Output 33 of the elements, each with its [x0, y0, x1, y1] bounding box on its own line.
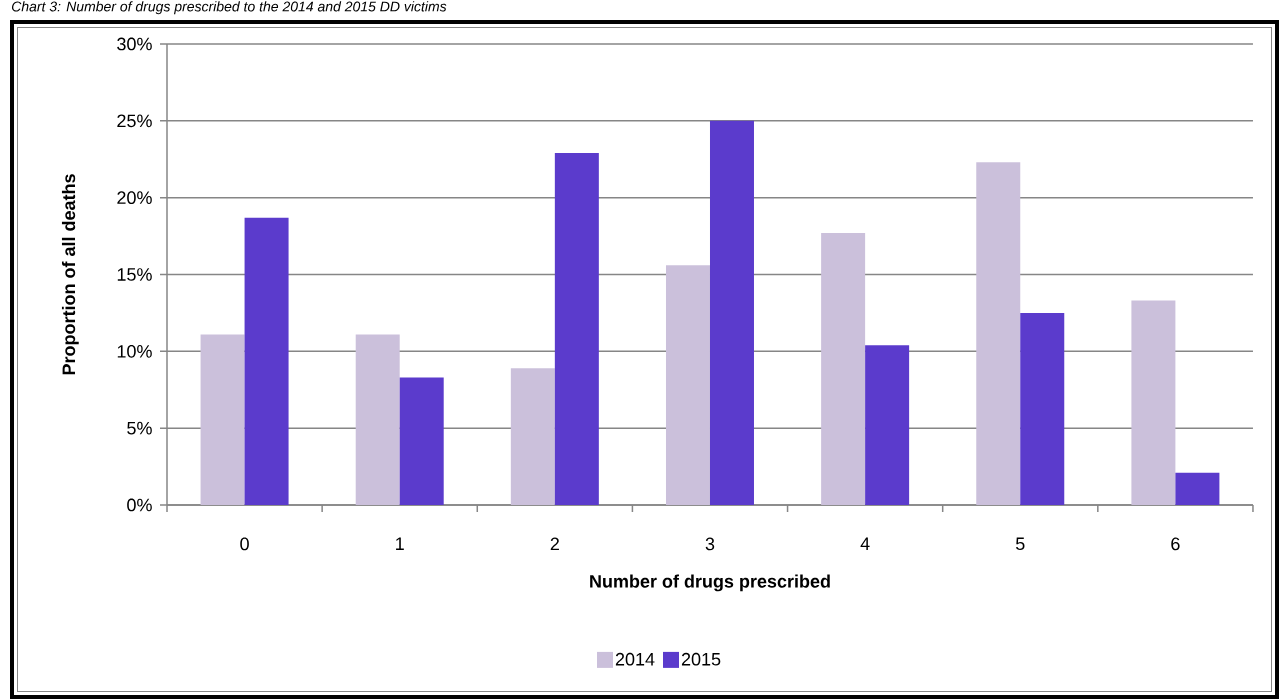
bar: [1131, 300, 1176, 505]
bar: [865, 345, 910, 505]
bar: [554, 153, 599, 505]
x-tick-label: 5: [1015, 537, 1025, 551]
bar: [510, 368, 555, 505]
y-axis-title: Proportion of all deaths: [61, 174, 79, 375]
bar: [200, 334, 245, 505]
bar: [355, 334, 400, 505]
y-tick-label: 10%: [117, 344, 152, 358]
y-tick-label: 5%: [127, 421, 152, 435]
bar: [1175, 472, 1220, 505]
y-tick-label: 25%: [117, 114, 152, 128]
y-tick-label: 20%: [117, 191, 152, 205]
x-tick-label: 1: [396, 537, 404, 550]
bar: [976, 162, 1021, 505]
chart-title: Chart 3: Number of drugs prescribed to the 2014 and 2015 DD victims: [11, 1, 447, 15]
y-tick-label: 15%: [117, 268, 152, 281]
bar: [665, 265, 710, 505]
bar: [1020, 312, 1065, 505]
bar: [244, 217, 289, 505]
x-tick-label: 2: [550, 537, 559, 551]
y-tick-label: 30%: [117, 37, 152, 51]
bar: [399, 377, 444, 505]
x-axis-title: Number of drugs prescribed: [590, 574, 830, 592]
x-tick-label: 4: [860, 537, 870, 550]
bar: [821, 233, 866, 505]
x-tick-label: 6: [1171, 537, 1180, 551]
x-tick-label: 3: [705, 537, 715, 551]
legend-label: 2015: [681, 652, 721, 666]
bar: [709, 120, 754, 505]
x-tick-label: 0: [240, 537, 249, 551]
legend-label: 2014: [615, 652, 655, 666]
y-tick-label: 0%: [127, 498, 152, 512]
